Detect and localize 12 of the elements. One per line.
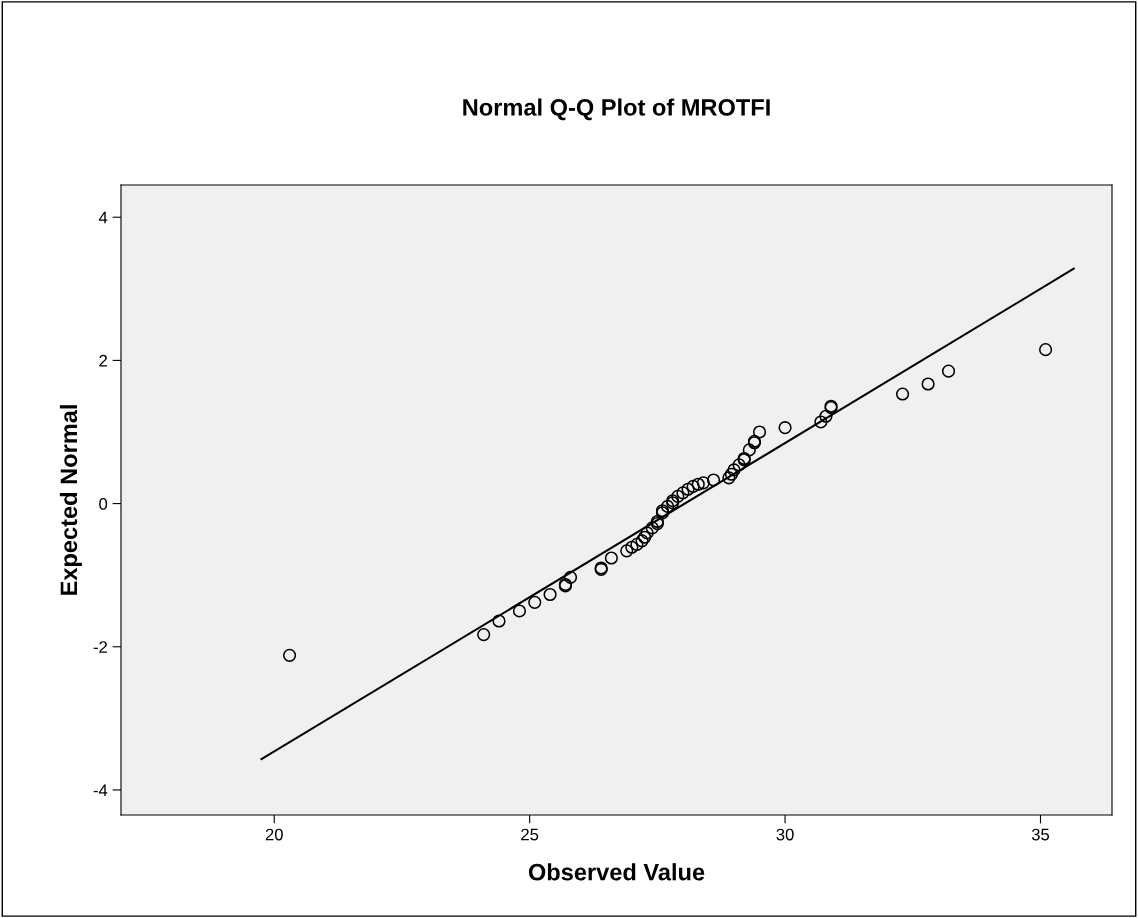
y-tick-label: 4 bbox=[98, 211, 108, 224]
chart-title: Normal Q-Q Plot of MROTFI bbox=[463, 98, 770, 121]
x-axis-title: Observed Value bbox=[528, 863, 705, 881]
y-tick-label: -2 bbox=[93, 641, 107, 653]
y-tick-label: 2 bbox=[99, 354, 107, 367]
y-tick-label: -4 bbox=[93, 784, 108, 796]
x-tick-label: 20 bbox=[265, 828, 283, 841]
y-tick-label: 0 bbox=[99, 497, 108, 510]
x-tick-label: 35 bbox=[1031, 828, 1050, 841]
y-axis-title: Expected Normal bbox=[59, 405, 82, 595]
x-tick-label: 25 bbox=[521, 828, 539, 841]
x-tick-label: 30 bbox=[776, 828, 794, 841]
